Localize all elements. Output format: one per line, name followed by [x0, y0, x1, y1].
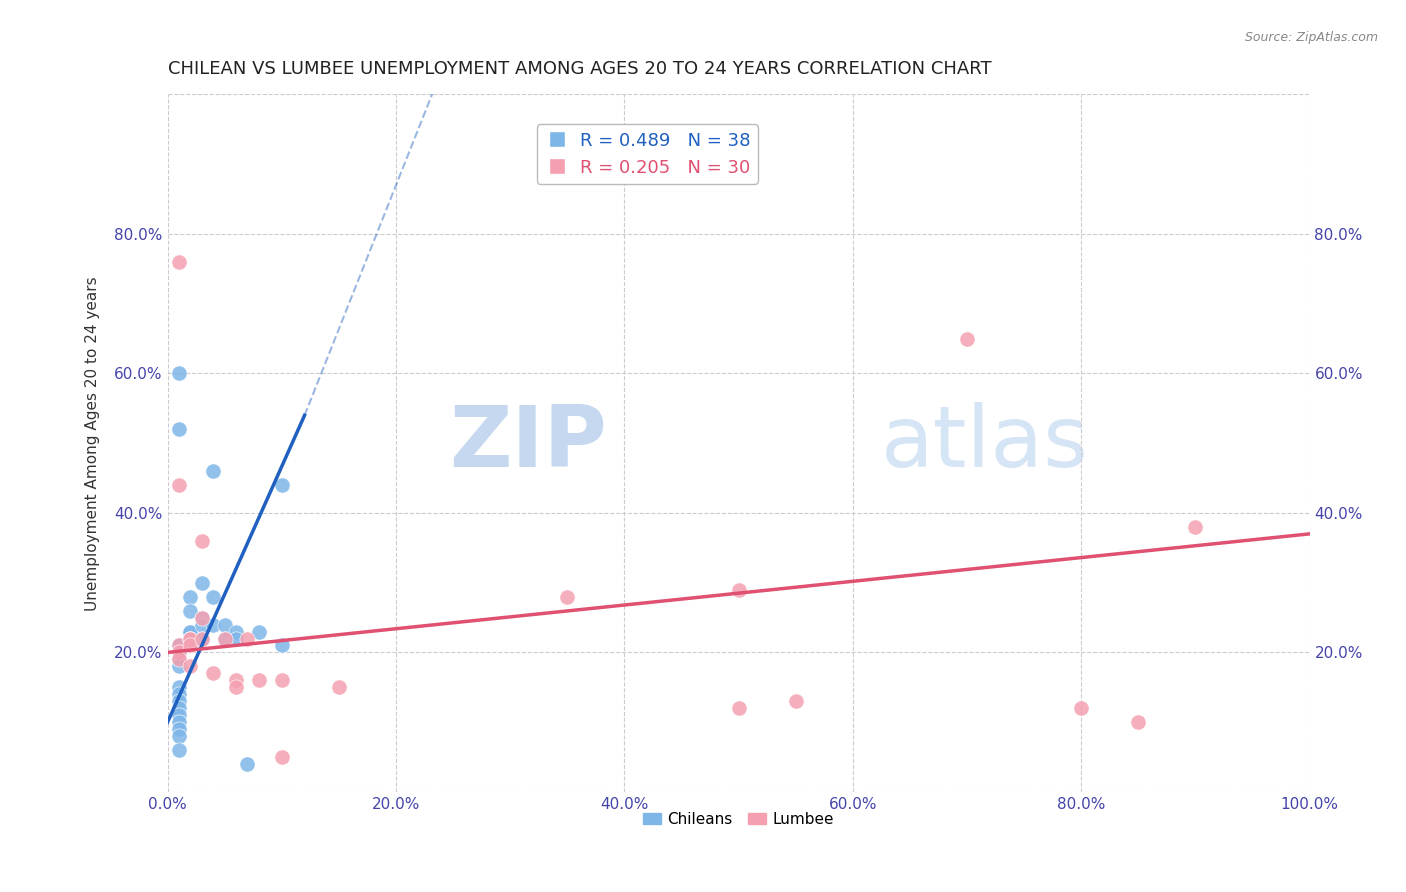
Point [167, 255, 190, 269]
Point [167, 708, 190, 723]
Point [956, 332, 979, 346]
Point [225, 632, 247, 646]
Point [202, 590, 225, 604]
Point [1070, 701, 1092, 715]
Point [270, 478, 292, 492]
Point [167, 729, 190, 743]
Point [247, 673, 270, 688]
Point [167, 639, 190, 653]
Point [167, 645, 190, 659]
Point [191, 610, 214, 624]
Point [167, 681, 190, 695]
Point [191, 632, 214, 646]
Point [167, 639, 190, 653]
Point [167, 659, 190, 673]
Point [555, 590, 578, 604]
Text: Source: ZipAtlas.com: Source: ZipAtlas.com [1244, 31, 1378, 45]
Point [191, 533, 214, 548]
Point [167, 701, 190, 715]
Point [785, 694, 807, 708]
Point [167, 639, 190, 653]
Point [167, 367, 190, 381]
Point [214, 632, 236, 646]
Point [179, 590, 201, 604]
Point [167, 694, 190, 708]
Text: ZIP: ZIP [450, 401, 607, 484]
Point [167, 743, 190, 757]
Point [225, 624, 247, 639]
Point [270, 673, 292, 688]
Point [167, 645, 190, 659]
Point [179, 632, 201, 646]
Point [191, 617, 214, 632]
Point [179, 624, 201, 639]
Point [179, 632, 201, 646]
Point [225, 673, 247, 688]
Point [179, 632, 201, 646]
Point [167, 478, 190, 492]
Point [1128, 715, 1150, 730]
Point [202, 666, 225, 681]
Text: atlas: atlas [882, 401, 1090, 484]
Point [727, 582, 749, 597]
Point [270, 750, 292, 764]
Point [214, 617, 236, 632]
Point [270, 639, 292, 653]
Point [167, 715, 190, 730]
Point [167, 639, 190, 653]
Point [225, 681, 247, 695]
Point [191, 575, 214, 590]
Point [247, 624, 270, 639]
Point [202, 617, 225, 632]
Point [167, 722, 190, 736]
Point [179, 632, 201, 646]
Point [191, 632, 214, 646]
Point [202, 464, 225, 478]
Point [191, 610, 214, 624]
Point [236, 757, 259, 772]
Legend: Chileans, Lumbee: Chileans, Lumbee [637, 806, 841, 833]
Point [179, 659, 201, 673]
Point [328, 681, 350, 695]
Point [727, 701, 749, 715]
Point [236, 632, 259, 646]
Point [1184, 520, 1206, 534]
Y-axis label: Unemployment Among Ages 20 to 24 years: Unemployment Among Ages 20 to 24 years [86, 276, 100, 610]
Point [167, 645, 190, 659]
Point [167, 652, 190, 666]
Point [214, 632, 236, 646]
Point [179, 624, 201, 639]
Point [167, 652, 190, 666]
Point [167, 422, 190, 436]
Text: CHILEAN VS LUMBEE UNEMPLOYMENT AMONG AGES 20 TO 24 YEARS CORRELATION CHART: CHILEAN VS LUMBEE UNEMPLOYMENT AMONG AGE… [167, 60, 991, 78]
Point [179, 639, 201, 653]
Point [179, 604, 201, 618]
Point [167, 687, 190, 701]
